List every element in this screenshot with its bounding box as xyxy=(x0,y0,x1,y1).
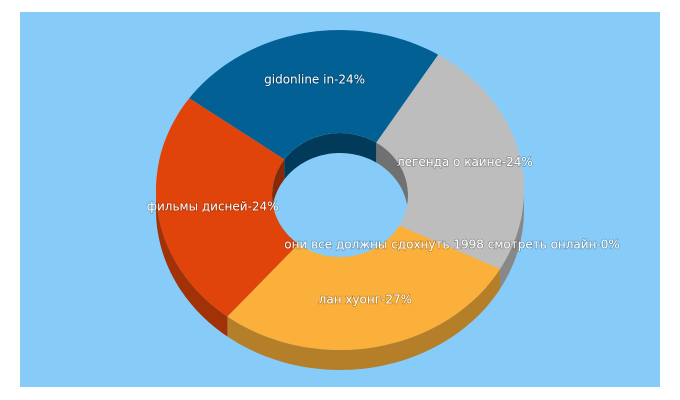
slice-inner-wall xyxy=(284,133,377,180)
labels: gidonline in-24% легенда о каине-24% они в… xyxy=(146,72,621,307)
slice-label: они все должны сдохнуть 1998 смотреть он… xyxy=(284,238,620,252)
slice-side xyxy=(500,190,524,289)
slice-label: фильмы дисней-24% xyxy=(147,199,279,213)
inner-walls xyxy=(272,133,408,215)
slice-inner-wall xyxy=(272,159,285,215)
slice-inner-wall xyxy=(376,142,408,215)
slice xyxy=(376,54,524,269)
slice xyxy=(227,225,501,350)
tops xyxy=(156,30,524,350)
slice xyxy=(156,98,299,317)
slice xyxy=(189,30,439,160)
slice-side xyxy=(227,268,501,370)
slice-label: gidonline in-24% xyxy=(264,73,365,87)
slice-side xyxy=(156,190,228,337)
slice-label: легенда о каине-24% xyxy=(397,155,533,169)
slice-label: лан хуонг-27% xyxy=(319,292,412,306)
sides xyxy=(156,190,524,370)
